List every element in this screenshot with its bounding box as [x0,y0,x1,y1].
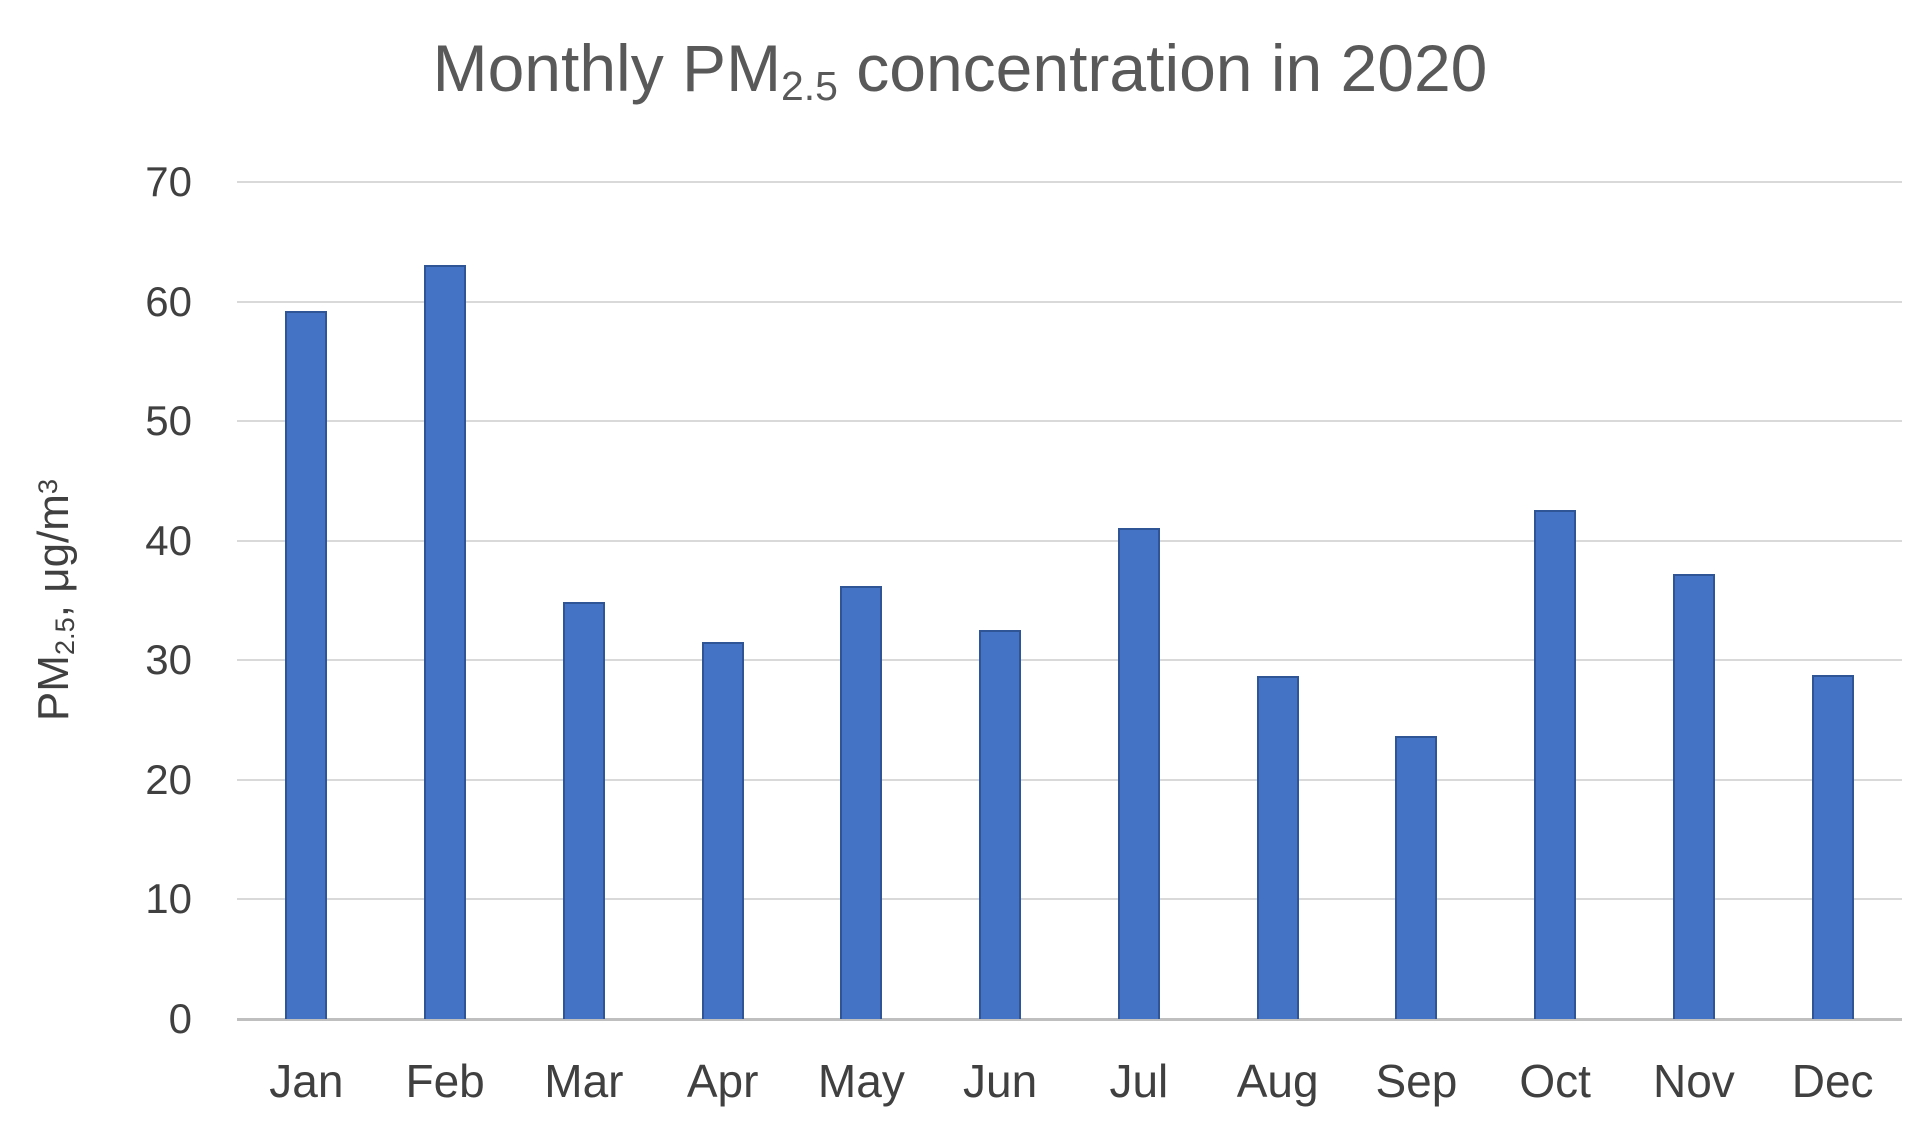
bar-feb [424,264,467,1019]
y-tick-label-10: 10 [145,875,192,923]
x-category-label-apr: Apr [686,1055,759,1107]
x-category-label-jan: Jan [269,1055,344,1107]
chart-title-suffix: concentration in 2020 [837,31,1488,105]
x-category-label-jul: Jul [1109,1055,1169,1107]
bar-dec [1811,674,1854,1019]
gridline-20 [237,778,1902,781]
bar-sep [1395,735,1438,1019]
y-tick-label-40: 40 [145,516,192,564]
x-category-label-oct: Oct [1519,1055,1591,1107]
bar-jul [1117,527,1160,1019]
gridline-50 [237,420,1902,423]
x-category-label-may: May [817,1055,905,1107]
bar-jan [285,311,328,1019]
y-tick-labels: 0 10 20 30 40 50 60 70 [0,158,192,1042]
plot-area [237,181,1902,1021]
x-axis-line [237,1018,1902,1021]
y-tick-label-50: 50 [145,397,192,445]
bar-oct [1534,509,1577,1019]
x-category-label-sep: Sep [1375,1055,1458,1107]
bar-apr [701,642,744,1019]
gridline-40 [237,539,1902,542]
bar-jun [979,630,1022,1019]
gridline-10 [237,898,1902,901]
gridline-70 [237,181,1902,183]
bar-mar [562,601,605,1019]
x-category-label-mar: Mar [544,1055,624,1107]
y-tick-label-30: 30 [145,636,192,684]
gridline-60 [237,300,1902,303]
bar-nov [1672,574,1715,1019]
x-category-label-feb: Feb [405,1055,485,1107]
y-tick-label-20: 20 [145,755,192,803]
y-tick-label-70: 70 [145,158,192,205]
x-category-label-dec: Dec [1791,1055,1874,1107]
x-category-label-nov: Nov [1652,1055,1735,1107]
bar-aug [1256,675,1299,1019]
y-tick-label-0: 0 [168,995,192,1042]
chart-title-subscript: 2.5 [781,63,838,109]
x-category-labels: Jan Feb Mar Apr May Jun Jul Aug Sep Oct Nov Dec [237,1054,1902,1114]
x-category-label-jun: Jun [963,1055,1038,1107]
gridline-30 [237,659,1902,662]
chart-title: Monthly PM2.5 concentration in 2020 [0,30,1920,109]
y-tick-label-60: 60 [145,277,192,325]
x-category-label-aug: Aug [1236,1055,1319,1107]
chart-title-prefix: Monthly PM [432,31,782,105]
bar-may [840,586,883,1019]
